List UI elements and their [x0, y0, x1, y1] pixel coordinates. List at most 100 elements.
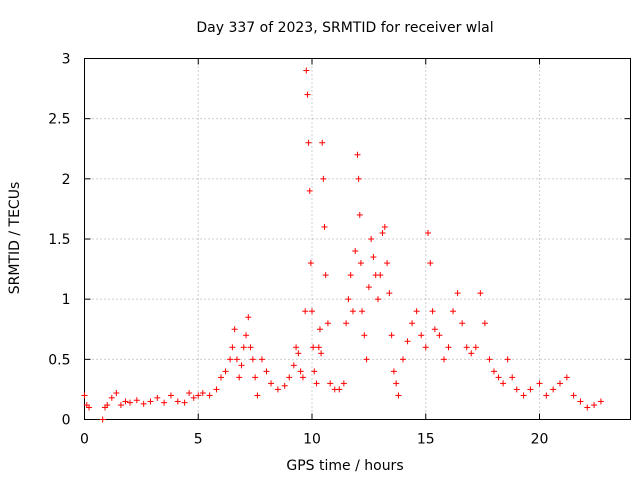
data-point: [536, 380, 543, 387]
chart-title: Day 337 of 2023, SRMTID for receiver wla…: [196, 20, 493, 36]
grid-lines: [84, 58, 631, 420]
data-point: [459, 320, 466, 327]
x-axis-label: GPS time / hours: [286, 458, 403, 474]
data-point: [320, 175, 327, 182]
data-point: [425, 229, 432, 236]
data-point: [222, 368, 229, 375]
data-point: [229, 344, 236, 351]
data-point: [404, 338, 411, 345]
data-point: [388, 332, 395, 339]
data-point: [304, 91, 311, 98]
data-point: [81, 392, 88, 399]
data-point: [336, 386, 343, 393]
data-point: [154, 394, 161, 401]
data-point: [527, 386, 534, 393]
x-tick-label: 15: [417, 432, 435, 448]
data-point: [252, 374, 259, 381]
data-point: [268, 380, 275, 387]
data-point: [249, 356, 256, 363]
data-point: [363, 356, 370, 363]
data-point: [227, 356, 234, 363]
data-point: [233, 356, 240, 363]
data-point: [108, 394, 115, 401]
data-point: [147, 398, 154, 405]
data-point: [133, 397, 140, 404]
data-point: [104, 402, 111, 409]
data-point: [584, 404, 591, 411]
data-point: [324, 320, 331, 327]
data-point: [463, 344, 470, 351]
data-point: [327, 380, 334, 387]
data-point: [305, 139, 312, 146]
data-point: [290, 362, 297, 369]
y-tick-label: 1.5: [48, 232, 70, 248]
data-point: [181, 399, 188, 406]
data-point: [386, 290, 393, 297]
data-point: [236, 374, 243, 381]
data-point: [174, 398, 181, 405]
data-point: [370, 254, 377, 261]
data-point: [311, 368, 318, 375]
data-point: [310, 344, 317, 351]
data-point: [563, 374, 570, 381]
data-point: [454, 290, 461, 297]
data-point: [570, 392, 577, 399]
data-point: [440, 356, 447, 363]
data-point: [431, 326, 438, 333]
data-point: [319, 139, 326, 146]
data-point: [345, 296, 352, 303]
data-point: [340, 380, 347, 387]
data-point: [591, 402, 598, 409]
data-point: [240, 344, 247, 351]
data-point: [295, 350, 302, 357]
data-point: [347, 272, 354, 279]
data-point: [357, 260, 364, 267]
data-point: [303, 67, 310, 74]
data-point: [281, 382, 288, 389]
data-point: [509, 374, 516, 381]
data-point: [349, 308, 356, 315]
data-point: [206, 392, 213, 399]
data-point: [429, 308, 436, 315]
data-point: [395, 392, 402, 399]
data-point: [243, 332, 250, 339]
data-point: [556, 380, 563, 387]
data-point: [258, 356, 265, 363]
data-point: [422, 344, 429, 351]
data-point: [263, 368, 270, 375]
data-point: [355, 175, 362, 182]
data-point: [390, 368, 397, 375]
data-point: [400, 356, 406, 363]
data-point: [477, 290, 484, 297]
y-tick-label: 2.5: [48, 112, 70, 128]
data-points: [81, 67, 604, 423]
data-point: [379, 229, 386, 236]
data-point: [418, 332, 425, 339]
data-point: [245, 314, 252, 321]
y-tick-label: 2: [62, 172, 71, 188]
data-point: [354, 151, 361, 158]
data-point: [321, 223, 328, 230]
data-point: [195, 392, 202, 399]
data-point: [468, 350, 475, 357]
data-point: [316, 326, 323, 333]
y-axis: 0 0.5 1 1.5 2 2.5 3: [48, 52, 631, 429]
data-point: [481, 320, 488, 327]
data-point: [122, 398, 129, 405]
y-tick-label: 0: [62, 413, 71, 429]
data-point: [597, 398, 604, 405]
data-point: [343, 320, 350, 327]
y-tick-label: 1: [62, 292, 71, 308]
data-point: [238, 362, 245, 369]
data-point: [413, 308, 420, 315]
x-tick-label: 20: [531, 432, 549, 448]
data-point: [127, 399, 133, 406]
data-point: [254, 392, 261, 399]
data-point: [322, 272, 329, 279]
data-point: [352, 248, 359, 255]
data-point: [293, 344, 300, 351]
data-point: [427, 260, 434, 267]
data-point: [306, 187, 313, 194]
data-point: [356, 211, 363, 218]
data-point: [384, 260, 391, 267]
